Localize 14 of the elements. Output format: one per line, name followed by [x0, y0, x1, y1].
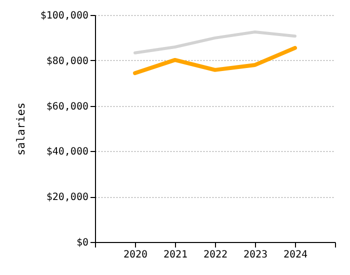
y-tick-label: $20,000	[46, 192, 88, 204]
line-series	[133, 46, 297, 76]
y-tick-label: $80,000	[46, 56, 88, 67]
line-series	[134, 30, 296, 54]
x-tick-label: 2021	[163, 250, 188, 260]
x-tick-label: 2024	[283, 250, 308, 260]
y-tick-label: $100,000	[40, 10, 88, 22]
y-axis-title: salaries	[14, 102, 28, 156]
y-tick-label: $60,000	[46, 101, 88, 112]
y-tick-label: $0	[76, 238, 88, 248]
x-tick-label: 2023	[243, 250, 268, 260]
x-tick-label: 2020	[123, 250, 148, 260]
x-tick-label: 2022	[203, 250, 228, 260]
y-tick-label: $40,000	[46, 146, 88, 158]
